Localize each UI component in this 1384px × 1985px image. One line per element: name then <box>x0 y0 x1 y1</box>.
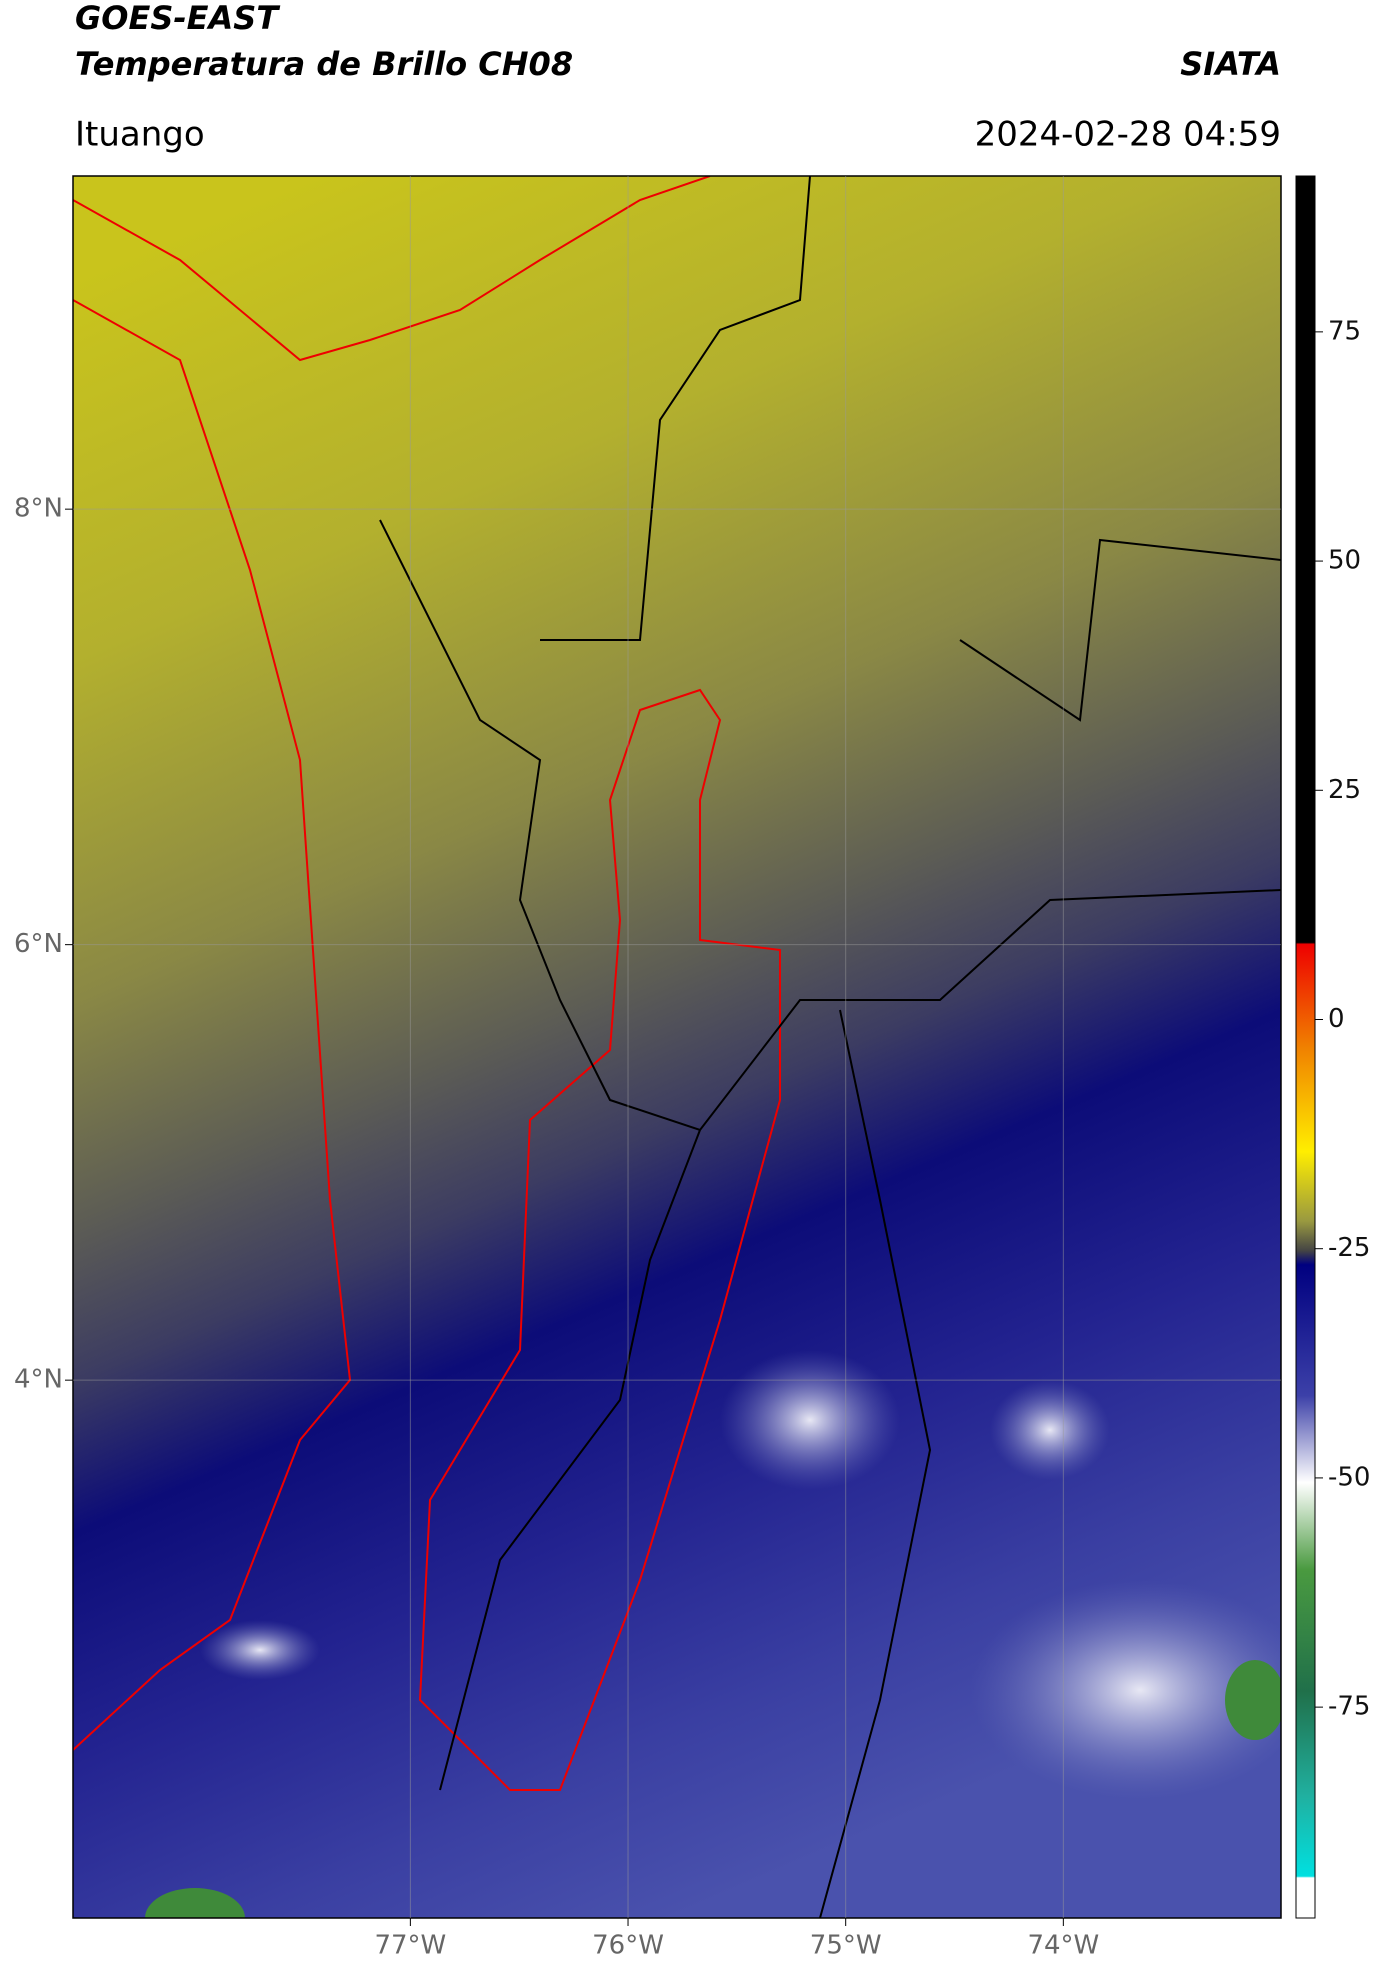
colorbar-tick-label: 75 <box>1328 316 1361 346</box>
subtitle: Temperatura de Brillo CH08 <box>75 45 573 83</box>
x-tick-label: 77°W <box>374 1931 446 1961</box>
y-tick-label: 4°N <box>14 1365 63 1395</box>
x-tick-label: 75°W <box>810 1931 882 1961</box>
datetime: 2024-02-28 04:59 <box>975 115 1281 155</box>
y-tick-label: 6°N <box>14 929 63 959</box>
colorbar-tick-label: 0 <box>1328 1004 1345 1034</box>
location: Ituango <box>75 115 205 155</box>
colorbar-tick-label: -75 <box>1328 1692 1370 1722</box>
map-image <box>73 176 1281 1918</box>
source: SIATA <box>1180 45 1281 83</box>
y-tick-label: 8°N <box>14 494 63 524</box>
colorbar-tick-label: 50 <box>1328 546 1361 576</box>
colorbar-tick-label: 25 <box>1328 775 1361 805</box>
title: GOES-EAST <box>75 0 280 37</box>
colorbar <box>1295 175 1316 1919</box>
x-tick-label: 76°W <box>592 1931 664 1961</box>
x-tick-label: 74°W <box>1027 1931 1099 1961</box>
map-frame <box>72 175 1282 1919</box>
colorbar-tick-label: -25 <box>1328 1233 1370 1263</box>
colorbar-tick-label: -50 <box>1328 1462 1370 1492</box>
